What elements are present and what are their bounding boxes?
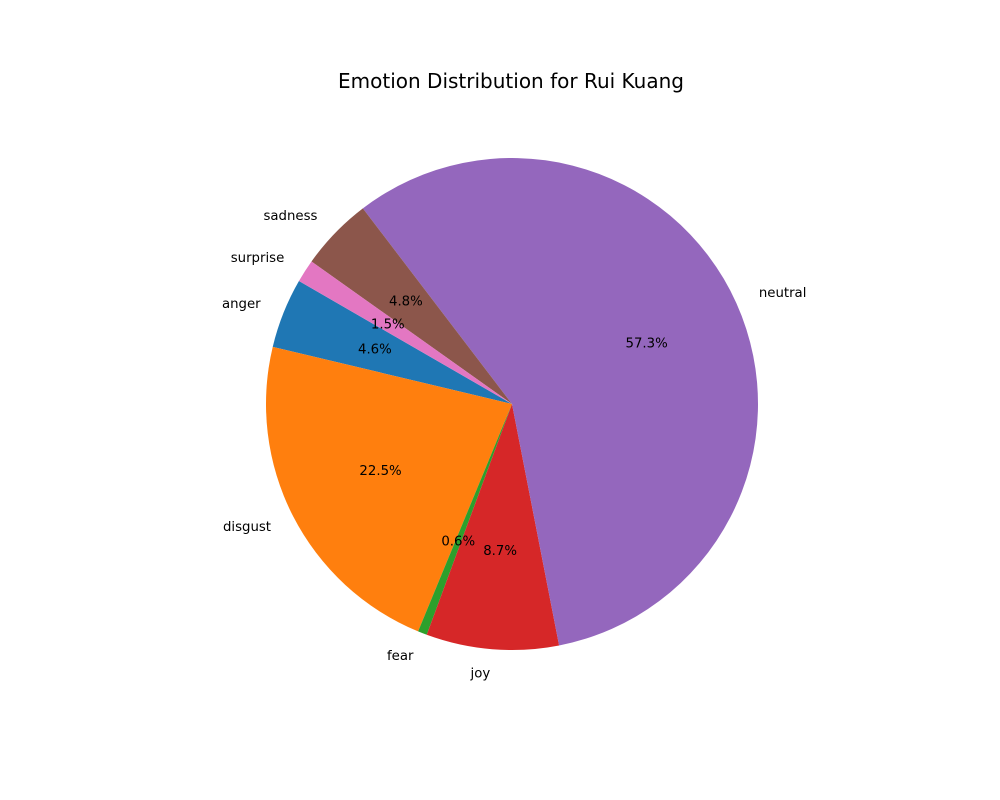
pie-slice-fear [418, 404, 512, 635]
pie-percent-labels: 4.6% 22.5% 0.6% 8.7% 57.3% 4.8% 1.5% [358, 294, 668, 559]
pie-slice-surprise [298, 261, 512, 404]
percent-label-sadness: 4.8% [389, 294, 423, 309]
slice-label-disgust: disgust [223, 520, 271, 535]
percent-label-fear: 0.6% [441, 534, 475, 549]
percent-label-surprise: 1.5% [371, 317, 405, 332]
slice-label-surprise: surprise [231, 251, 285, 266]
percent-label-neutral: 57.3% [626, 337, 668, 352]
percent-label-disgust: 22.5% [359, 464, 401, 479]
pie-slice-neutral [362, 157, 758, 646]
slice-label-anger: anger [222, 297, 261, 312]
chart-title: Emotion Distribution for Rui Kuang [338, 69, 684, 93]
percent-label-joy: 8.7% [483, 544, 517, 559]
slice-label-fear: fear [387, 649, 414, 664]
percent-label-anger: 4.6% [358, 342, 392, 357]
pie-slice-joy [426, 404, 560, 650]
slice-label-joy: joy [470, 667, 491, 682]
pie-slices [266, 157, 758, 650]
pie-slice-disgust [266, 346, 512, 632]
pie-labels: anger disgust fear joy neutral sadness surpris… [222, 209, 806, 682]
pie-slice-anger [272, 281, 512, 404]
pie-slice-sadness [311, 208, 512, 404]
slice-label-sadness: sadness [263, 209, 317, 224]
slice-label-neutral: neutral [759, 286, 807, 301]
